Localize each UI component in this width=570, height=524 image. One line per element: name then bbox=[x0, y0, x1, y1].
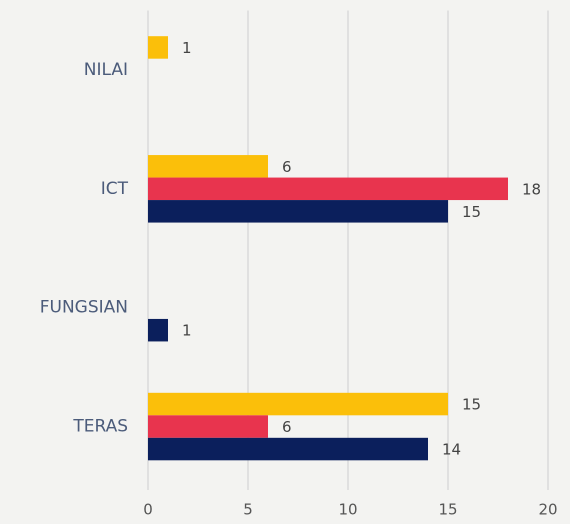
bar bbox=[148, 415, 268, 438]
bar bbox=[148, 177, 508, 201]
data-label: 15 bbox=[462, 203, 481, 221]
data-label: 1 bbox=[182, 39, 192, 57]
bar bbox=[148, 437, 428, 461]
x-tick-label: 0 bbox=[143, 501, 153, 519]
data-label: 14 bbox=[442, 441, 461, 459]
bar bbox=[148, 36, 168, 59]
y-tick-label: TERAS bbox=[72, 417, 128, 437]
y-tick-label: ICT bbox=[101, 179, 129, 199]
y-tick-label: NILAI bbox=[84, 60, 128, 80]
bar bbox=[148, 392, 448, 416]
data-label: 6 bbox=[282, 158, 292, 176]
data-label: 1 bbox=[182, 322, 192, 340]
data-label: 18 bbox=[522, 180, 541, 198]
bar bbox=[148, 155, 268, 178]
x-tick-label: 5 bbox=[243, 501, 253, 519]
bar bbox=[148, 200, 448, 223]
y-tick-label: FUNGSIAN bbox=[40, 298, 128, 318]
data-label: 6 bbox=[282, 418, 292, 436]
data-label: 15 bbox=[462, 396, 481, 414]
x-tick-label: 10 bbox=[338, 501, 357, 519]
bar bbox=[148, 318, 168, 342]
x-tick-label: 20 bbox=[538, 501, 557, 519]
x-tick-label: 15 bbox=[438, 501, 457, 519]
